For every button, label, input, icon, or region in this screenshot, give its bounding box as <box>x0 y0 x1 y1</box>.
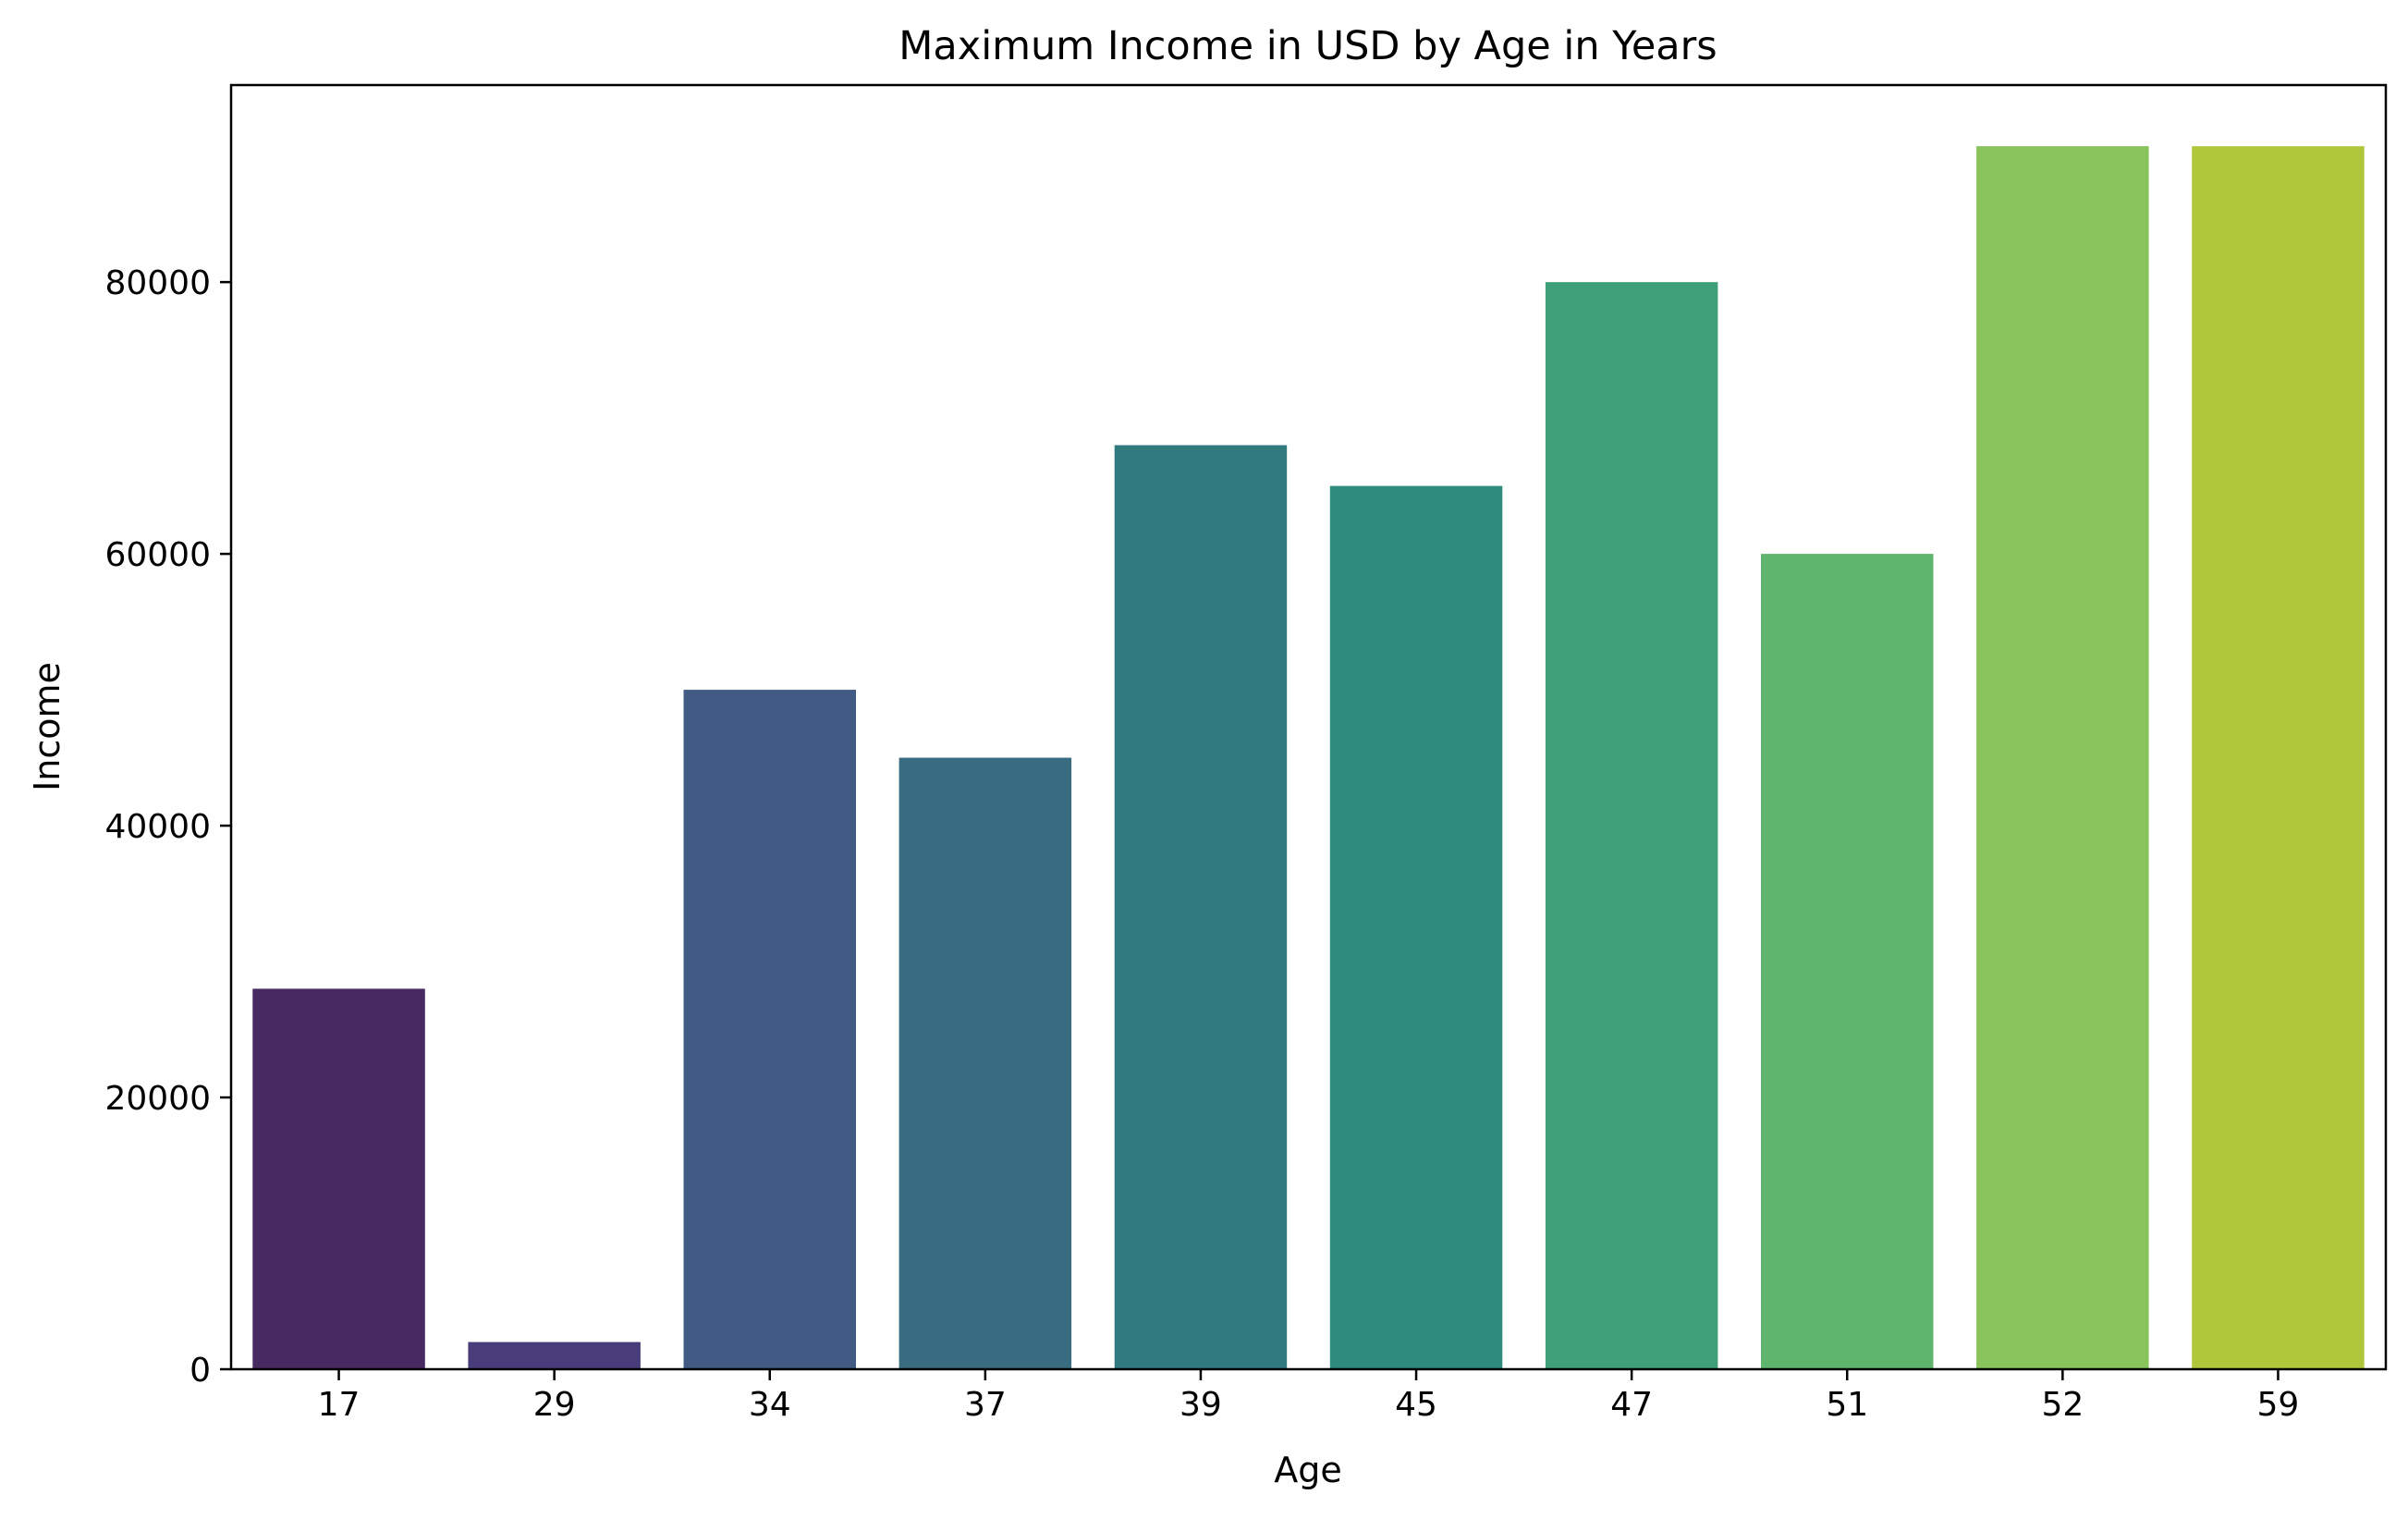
x-tick-label: 29 <box>533 1386 576 1424</box>
x-tick-label: 37 <box>964 1386 1007 1424</box>
y-tick-label: 20000 <box>104 1080 211 1118</box>
y-tick-label: 0 <box>189 1352 211 1390</box>
bar-51 <box>1761 554 1934 1369</box>
bar-37 <box>898 757 1072 1369</box>
x-tick-label: 52 <box>2041 1386 2084 1424</box>
x-tick-label: 47 <box>1610 1386 1653 1424</box>
plot-frame <box>229 83 2388 1371</box>
bar-52 <box>1976 146 2149 1370</box>
x-tick-label: 39 <box>1180 1386 1222 1424</box>
ticks-group: 17 29 34 37 39 45 47 51 52 59 0 20000 40000 60000 8000… <box>104 264 2299 1424</box>
bar-45 <box>1329 485 1503 1369</box>
bar-34 <box>683 690 856 1369</box>
bar-47 <box>1545 282 1718 1370</box>
bar-39 <box>1114 445 1288 1369</box>
bar-17 <box>252 988 425 1369</box>
y-tick-label: 40000 <box>104 808 211 846</box>
x-tick-label: 34 <box>749 1386 791 1424</box>
x-tick-label: 51 <box>1826 1386 1868 1424</box>
bars-group <box>252 146 2365 1370</box>
bar-29 <box>468 1341 641 1369</box>
x-tick-label: 17 <box>318 1386 361 1424</box>
y-tick-label: 80000 <box>104 264 211 302</box>
bar-59 <box>2192 146 2365 1370</box>
y-tick-label: 60000 <box>104 536 211 574</box>
y-axis-label: Income <box>27 662 67 791</box>
x-tick-label: 45 <box>1395 1386 1437 1424</box>
chart-title: Maximum Income in USD by Age in Years <box>898 23 1717 69</box>
x-axis-label: Age <box>1274 1450 1342 1490</box>
x-tick-label: 59 <box>2257 1386 2300 1424</box>
